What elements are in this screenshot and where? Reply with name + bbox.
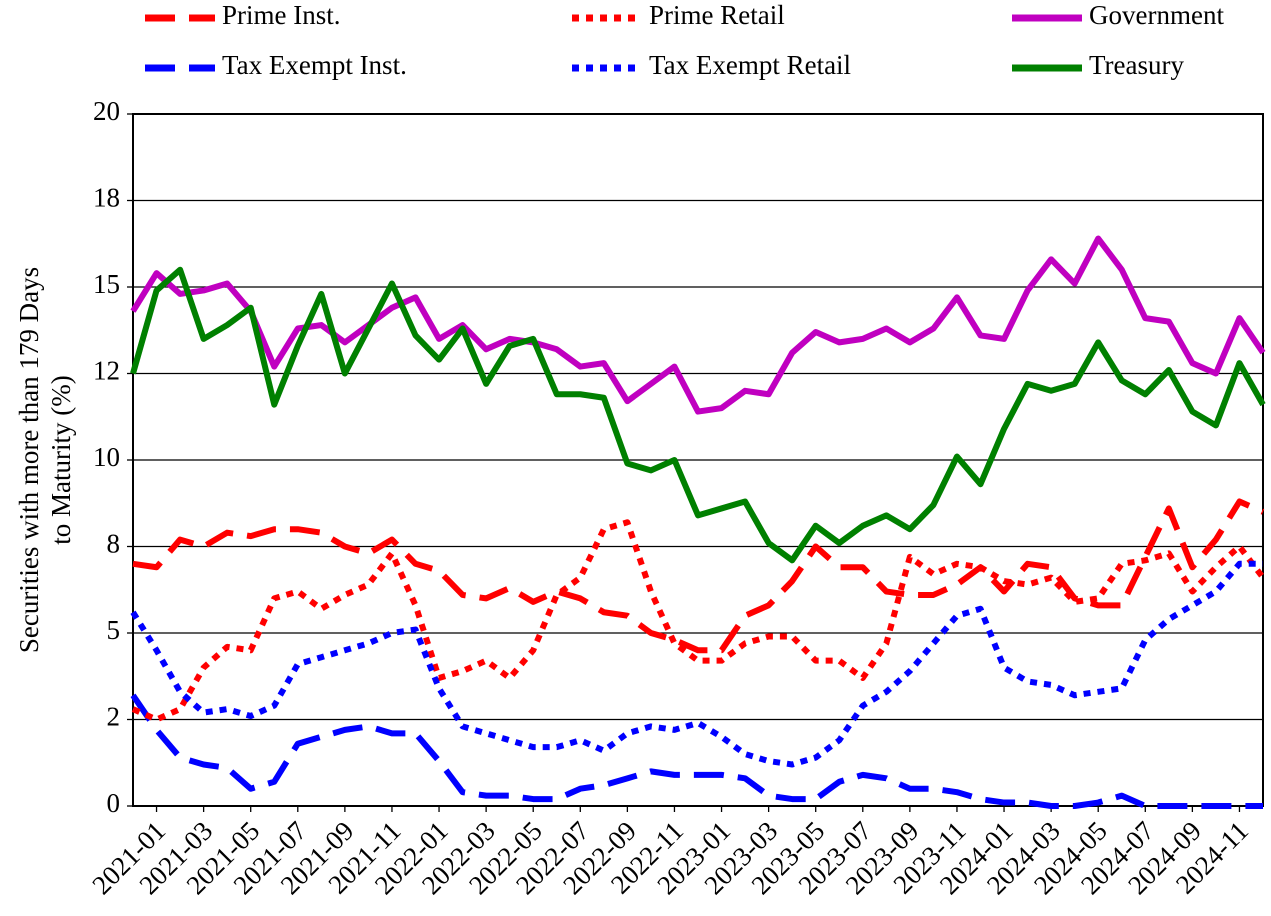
plot-frame bbox=[132, 113, 1264, 807]
y-tick-label: 10 bbox=[93, 442, 120, 472]
legend-label: Prime Inst. bbox=[222, 0, 341, 30]
legend-label: Tax Exempt Retail bbox=[649, 50, 851, 80]
series-line bbox=[132, 498, 1265, 654]
series-line bbox=[130, 266, 1266, 564]
series-line bbox=[130, 693, 1263, 809]
series-line bbox=[131, 519, 1266, 723]
legend-label: Tax Exempt Inst. bbox=[222, 50, 407, 80]
y-tick-label: 18 bbox=[93, 183, 120, 213]
y-tick-label: 20 bbox=[93, 96, 120, 126]
legend-label: Prime Retail bbox=[649, 0, 785, 30]
y-tick-label: 0 bbox=[107, 788, 121, 818]
y-tick-label: 5 bbox=[107, 615, 121, 645]
series-line bbox=[130, 235, 1266, 415]
y-tick-label: 12 bbox=[93, 356, 120, 386]
y-axis-label: Securities with more than 179 Days bbox=[14, 267, 44, 653]
y-tick-label: 8 bbox=[107, 529, 121, 559]
legend-label: Government bbox=[1089, 0, 1224, 30]
legend-label: Treasury bbox=[1089, 50, 1185, 80]
series-line bbox=[130, 560, 1263, 768]
y-axis-label: to Maturity (%) bbox=[46, 375, 76, 544]
y-tick-label: 2 bbox=[107, 702, 121, 732]
y-tick-label: 15 bbox=[93, 269, 120, 299]
